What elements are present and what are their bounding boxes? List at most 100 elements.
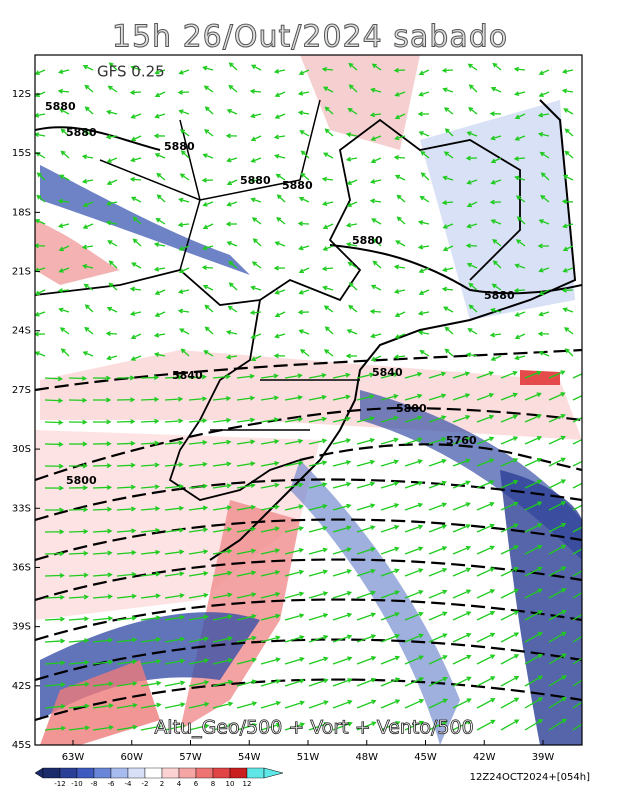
wind-arrow xyxy=(228,84,238,93)
wind-arrow xyxy=(140,440,160,446)
contour-label: 5880 xyxy=(352,234,383,247)
wind-arrow xyxy=(490,86,502,93)
wind-arrow xyxy=(572,460,582,467)
wind-arrow xyxy=(452,436,471,445)
wind-arrow xyxy=(347,261,358,269)
wind-arrow xyxy=(308,460,328,467)
wind-arrow xyxy=(308,613,329,621)
colorbar-label: -8 xyxy=(91,780,98,788)
wind-arrow xyxy=(164,396,184,402)
wind-arrow xyxy=(324,128,334,137)
wind-arrow xyxy=(500,632,520,643)
wind-arrow xyxy=(212,701,234,709)
wind-arrow xyxy=(300,150,310,159)
wind-arrow xyxy=(202,284,214,291)
wind-arrow xyxy=(380,415,399,423)
wind-arrow xyxy=(476,610,496,621)
wind-arrow xyxy=(322,245,334,251)
wind-arrow xyxy=(179,328,190,335)
wind-arrow xyxy=(356,634,377,643)
wind-arrow xyxy=(250,333,262,339)
wind-arrow xyxy=(284,635,305,643)
wind-arrow xyxy=(396,194,406,203)
wind-arrow xyxy=(273,153,286,159)
wind-arrow xyxy=(452,393,471,401)
wind-arrow xyxy=(44,616,66,622)
wind-arrow xyxy=(68,419,88,425)
wind-arrow xyxy=(524,632,543,643)
wind-arrow xyxy=(476,480,495,489)
wind-arrow xyxy=(537,331,550,337)
wind-arrow xyxy=(404,698,425,709)
wind-arrow xyxy=(345,156,358,162)
wind-arrow xyxy=(297,221,310,227)
wind-arrow xyxy=(116,593,137,599)
wind-arrow xyxy=(500,392,519,401)
wind-arrow xyxy=(298,245,310,251)
wind-arrow xyxy=(236,526,257,533)
wind-arrow xyxy=(44,485,65,491)
wind-arrow xyxy=(322,86,334,93)
wind-arrow xyxy=(178,267,190,274)
wind-arrow xyxy=(297,309,310,315)
wind-arrow xyxy=(164,658,186,665)
wind-arrow xyxy=(515,195,526,203)
wind-arrow xyxy=(476,523,495,533)
wind-arrow xyxy=(44,441,64,447)
wind-arrow xyxy=(476,567,496,577)
wind-arrow xyxy=(348,84,358,93)
wind-arrow xyxy=(276,194,286,203)
wind-arrow xyxy=(68,616,90,622)
wind-arrow xyxy=(116,397,136,403)
wind-arrow xyxy=(548,718,567,731)
wind-arrow xyxy=(418,91,430,97)
wind-arrow xyxy=(44,419,64,425)
wind-arrow xyxy=(404,655,424,665)
wind-arrow xyxy=(417,310,430,316)
wind-arrow xyxy=(274,91,286,98)
wind-arrow xyxy=(476,719,496,731)
wind-arrow xyxy=(500,610,520,621)
lon-label: 42W xyxy=(473,752,496,763)
contour-labels: 5880 5880 5880 5880 5880 5880 5880 5840 … xyxy=(45,100,515,487)
wind-arrow xyxy=(250,355,262,362)
wind-arrow xyxy=(236,679,258,687)
wind-arrow xyxy=(370,157,382,164)
wind-arrow xyxy=(212,396,232,401)
wind-arrow xyxy=(323,349,334,357)
wind-arrow xyxy=(476,436,495,445)
wind-arrow xyxy=(452,676,472,687)
wind-arrow xyxy=(345,132,358,138)
wind-arrow xyxy=(394,91,406,97)
wind-arrow xyxy=(371,218,382,225)
wind-arrow xyxy=(490,219,502,225)
colorbar-swatch xyxy=(127,767,146,779)
wind-arrow xyxy=(500,523,519,533)
caption: Altu_Geo/500 + Vort + Vento/500 xyxy=(154,717,473,739)
wind-arrow xyxy=(404,481,424,489)
wind-arrow xyxy=(116,419,136,425)
contour-label: 5880 xyxy=(45,100,76,113)
wind-arrow xyxy=(572,701,582,709)
wind-arrow xyxy=(179,173,190,181)
lat-label: 24S xyxy=(12,326,31,337)
wind-arrow xyxy=(428,567,448,577)
wind-arrow xyxy=(369,308,382,314)
wind-arrow xyxy=(44,572,65,578)
wind-arrow xyxy=(452,545,472,555)
wind-arrow xyxy=(82,223,94,229)
wind-arrow xyxy=(44,725,67,731)
wind-arrow xyxy=(164,527,185,533)
colorbar-arrow xyxy=(263,767,284,779)
wind-arrow xyxy=(308,569,329,577)
wind-arrow xyxy=(428,502,448,511)
wind-arrow xyxy=(140,571,161,577)
wind-arrow xyxy=(572,482,582,489)
wind-arrow xyxy=(140,724,162,731)
wind-arrow xyxy=(82,64,94,71)
wind-arrow xyxy=(404,720,425,731)
wind-arrow xyxy=(92,615,114,621)
wind-arrow xyxy=(180,348,190,357)
wind-arrow xyxy=(177,308,190,314)
wind-arrow xyxy=(58,307,70,313)
